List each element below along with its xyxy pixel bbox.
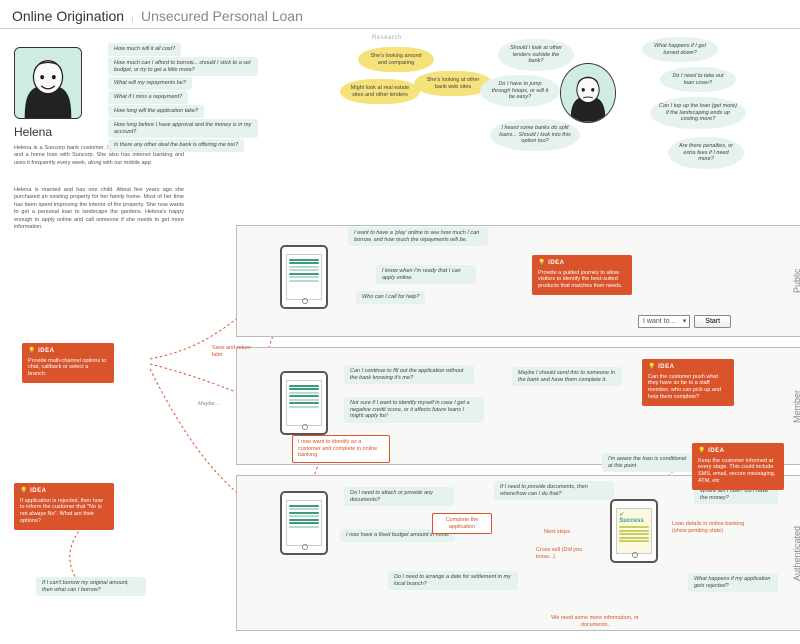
thought-bubble: Should I look at other lenders outside t…: [498, 39, 574, 71]
thought-bubble: Can I top up the loan (get more) if the …: [650, 97, 746, 129]
page-header: Online Origination | Unsecured Personal …: [0, 0, 800, 29]
persona-bio-2: Helena is married and has one child. Abo…: [14, 187, 184, 232]
member-bubble: Can I continue to fill out the applicati…: [344, 365, 474, 384]
thought-bubble: I heard some banks do split loans... Sho…: [490, 119, 580, 151]
subtitle: Unsecured Personal Loan: [141, 8, 303, 24]
tablet-success: ✓ Success: [610, 499, 658, 563]
question-bubble: How much will it all cost?: [108, 43, 181, 56]
lane-label-auth: Authenticated: [792, 475, 800, 631]
journey-canvas: Helena Helena is a Suncorp bank customer…: [0, 29, 800, 639]
auth-bubble: Do I need to arrange a date for settleme…: [388, 571, 518, 590]
tablet-public: [280, 245, 328, 309]
question-bubble: What will my repayments be?: [108, 77, 192, 90]
question-bubble: What if I miss a repayment?: [108, 91, 188, 104]
left-bubble: If I can't borrow my original amount, th…: [36, 577, 146, 596]
public-bubble: I want to have a 'play' online to see ho…: [348, 227, 488, 246]
start-button[interactable]: Start: [694, 315, 731, 328]
cross-sell-label: Cross sell (Did you know...): [536, 547, 594, 560]
persona-avatar-thinking: [560, 63, 616, 123]
question-bubble: Is there any other deal the bank is offe…: [108, 139, 244, 152]
auth-bubble: I'm aware the loan is conditional at thi…: [602, 453, 694, 472]
thought-bubble: Do I have to jump through hoops, or will…: [480, 75, 560, 107]
public-bubble: I know when I'm ready that I can apply o…: [376, 265, 476, 284]
idea-box: If application is rejected, then how to …: [14, 483, 114, 530]
idea-box: Keep the customer informed at every stag…: [692, 443, 784, 490]
question-bubble: How long before I have approval and the …: [108, 119, 258, 138]
tablet-member: [280, 371, 328, 435]
thought-bubble: Do I need to take out loan cover?: [660, 67, 736, 92]
thought-bubble: Are there penalties, or extra fees if I …: [668, 137, 744, 169]
loan-details-label: Loan details in online banking (show pen…: [672, 521, 752, 534]
maybe-label: Maybe...: [198, 401, 219, 407]
research-label: Research: [372, 35, 402, 41]
tablet-auth: [280, 491, 328, 555]
auth-bubble: Do I need to attach or provide any docum…: [344, 487, 454, 506]
intent-select[interactable]: I want to...: [638, 315, 690, 328]
member-bubble: Maybe I should send this to someone in t…: [512, 367, 622, 386]
question-bubble: How long will the application take?: [108, 105, 204, 118]
title-divider: |: [132, 17, 134, 23]
need-more-label: We need some more information, or docume…: [540, 615, 650, 628]
idea-box: Can the customer push what they have so …: [642, 359, 734, 406]
research-bubble: Might look at real estate sites and othe…: [340, 79, 420, 104]
idea-box: Provide a guided journey to allow visito…: [532, 255, 632, 295]
member-bubble: Not sure if I want to identify myself in…: [344, 397, 484, 423]
auth-bubble: If I need to provide documents, then whe…: [494, 481, 614, 500]
lane-label-public: Public: [792, 225, 800, 337]
complete-app-callout: Complete the application: [432, 513, 492, 534]
identify-callout: I now want to identify as a customer and…: [292, 435, 390, 463]
success-label: ✓ Success: [619, 511, 648, 524]
lane-label-member: Member: [792, 347, 800, 465]
guided-journey-control: I want to... Start: [638, 315, 731, 328]
research-bubble: She's looking around and comparing: [358, 47, 434, 72]
idea-box: Provide multi-channel options to chat, c…: [22, 343, 114, 383]
thought-bubble: What happens if I get turned down?: [642, 37, 718, 62]
title: Online Origination: [12, 8, 124, 24]
auth-bubble: What happens if my application gets reje…: [688, 573, 778, 592]
save-return-label: Save and return later: [212, 345, 262, 358]
question-bubble: How much can I afford to borrow... shoul…: [108, 57, 258, 76]
next-steps-label: Next steps: [544, 529, 570, 536]
public-bubble: Who can I call for help?: [356, 291, 425, 304]
persona-avatar: [14, 47, 82, 119]
persona-name: Helena: [14, 125, 52, 139]
